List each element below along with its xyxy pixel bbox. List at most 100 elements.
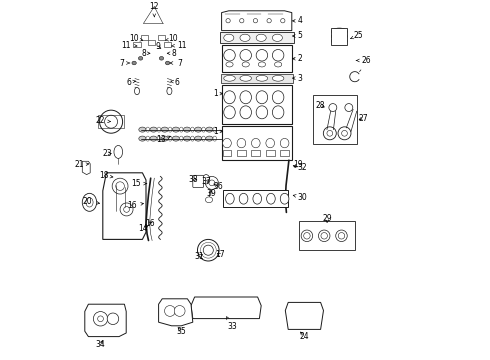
- Text: 4: 4: [293, 16, 302, 25]
- Text: 19: 19: [294, 161, 303, 169]
- Ellipse shape: [331, 37, 347, 45]
- Bar: [222, 150, 231, 156]
- Ellipse shape: [93, 311, 108, 326]
- Text: 24: 24: [299, 332, 309, 341]
- Ellipse shape: [224, 34, 234, 41]
- Ellipse shape: [195, 127, 202, 132]
- Bar: [148, 40, 155, 45]
- Ellipse shape: [224, 91, 235, 104]
- Text: 33: 33: [226, 317, 237, 331]
- Ellipse shape: [165, 306, 175, 316]
- Ellipse shape: [174, 306, 185, 316]
- Ellipse shape: [256, 76, 268, 81]
- Text: 38: 38: [188, 175, 197, 184]
- Ellipse shape: [342, 130, 347, 136]
- Text: 1: 1: [213, 89, 222, 98]
- Ellipse shape: [161, 136, 169, 141]
- Text: 5: 5: [293, 31, 302, 40]
- Ellipse shape: [112, 178, 128, 194]
- Text: 3: 3: [293, 74, 302, 83]
- Ellipse shape: [120, 203, 133, 216]
- Ellipse shape: [150, 127, 157, 132]
- Ellipse shape: [139, 57, 143, 60]
- Ellipse shape: [272, 34, 282, 41]
- Bar: [221, 45, 292, 72]
- Bar: [299, 221, 355, 250]
- Bar: [266, 150, 274, 156]
- Text: 23: 23: [103, 148, 112, 158]
- Ellipse shape: [139, 127, 146, 132]
- Ellipse shape: [321, 233, 327, 239]
- Ellipse shape: [240, 34, 250, 41]
- Text: 28: 28: [315, 100, 325, 109]
- Ellipse shape: [274, 62, 282, 67]
- Ellipse shape: [172, 127, 179, 132]
- Ellipse shape: [172, 136, 179, 141]
- Ellipse shape: [280, 138, 289, 148]
- Ellipse shape: [104, 115, 118, 128]
- Ellipse shape: [226, 18, 230, 23]
- Ellipse shape: [203, 245, 213, 255]
- Ellipse shape: [191, 127, 194, 132]
- Ellipse shape: [256, 34, 266, 41]
- Ellipse shape: [123, 207, 129, 212]
- Ellipse shape: [150, 136, 157, 141]
- Ellipse shape: [327, 130, 333, 136]
- Ellipse shape: [191, 136, 194, 141]
- Ellipse shape: [179, 127, 183, 132]
- Text: 11: 11: [172, 40, 187, 49]
- Ellipse shape: [338, 233, 345, 239]
- Bar: [141, 35, 148, 40]
- Ellipse shape: [253, 193, 262, 204]
- Polygon shape: [103, 173, 146, 239]
- Ellipse shape: [206, 136, 213, 141]
- Ellipse shape: [338, 127, 351, 140]
- Ellipse shape: [240, 49, 251, 61]
- Text: 9: 9: [155, 42, 161, 51]
- Text: 13: 13: [157, 135, 171, 144]
- Text: 6: 6: [171, 77, 179, 86]
- Ellipse shape: [266, 138, 274, 148]
- Text: 2: 2: [293, 54, 302, 63]
- Ellipse shape: [116, 182, 124, 190]
- Ellipse shape: [202, 136, 205, 141]
- Text: 22: 22: [96, 116, 111, 125]
- Ellipse shape: [345, 104, 353, 112]
- Ellipse shape: [82, 193, 97, 211]
- Text: 35: 35: [176, 327, 186, 336]
- Text: 15: 15: [131, 179, 147, 188]
- Text: 34: 34: [96, 341, 105, 349]
- Ellipse shape: [224, 49, 235, 61]
- Ellipse shape: [202, 127, 205, 132]
- Bar: [220, 32, 294, 43]
- Bar: [251, 150, 260, 156]
- Text: 21: 21: [74, 161, 89, 169]
- Ellipse shape: [224, 76, 235, 81]
- Ellipse shape: [114, 145, 122, 158]
- Ellipse shape: [205, 197, 213, 203]
- Ellipse shape: [256, 91, 268, 104]
- Ellipse shape: [213, 127, 217, 132]
- Text: 11: 11: [121, 40, 137, 49]
- Ellipse shape: [240, 18, 244, 23]
- Ellipse shape: [323, 127, 336, 140]
- Ellipse shape: [99, 110, 122, 133]
- Ellipse shape: [98, 316, 103, 322]
- Ellipse shape: [161, 127, 169, 132]
- Ellipse shape: [237, 138, 245, 148]
- Ellipse shape: [209, 180, 215, 186]
- Polygon shape: [285, 302, 323, 329]
- Ellipse shape: [197, 239, 219, 261]
- Ellipse shape: [206, 127, 213, 132]
- Text: 17: 17: [215, 251, 224, 259]
- Ellipse shape: [253, 18, 258, 23]
- Ellipse shape: [239, 193, 248, 204]
- Text: 27: 27: [358, 113, 368, 122]
- Ellipse shape: [169, 127, 172, 132]
- Text: 32: 32: [293, 163, 307, 172]
- Text: 16: 16: [145, 219, 154, 228]
- Ellipse shape: [272, 91, 284, 104]
- Ellipse shape: [157, 136, 161, 141]
- Bar: [237, 150, 245, 156]
- Ellipse shape: [267, 18, 271, 23]
